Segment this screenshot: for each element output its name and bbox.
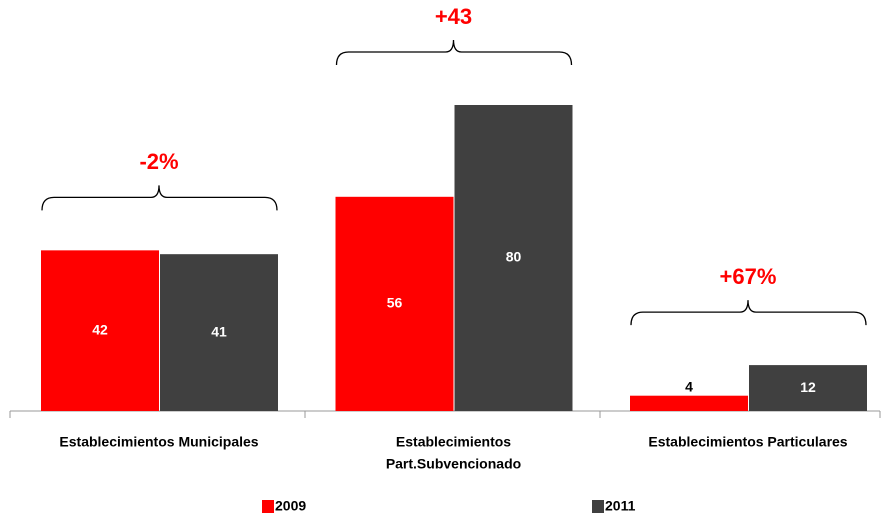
bar bbox=[749, 365, 867, 411]
annotation: +43 bbox=[435, 4, 472, 29]
bar bbox=[41, 250, 159, 411]
brace bbox=[335, 39, 573, 66]
brace bbox=[630, 300, 867, 326]
data-label: 4 bbox=[685, 378, 693, 394]
legend-swatch bbox=[592, 500, 604, 513]
data-label: 41 bbox=[211, 323, 227, 339]
legend-label: 2009 bbox=[275, 498, 306, 514]
bar bbox=[630, 395, 748, 411]
data-label: 12 bbox=[800, 379, 816, 395]
annotation: -2% bbox=[139, 149, 178, 174]
legend-label: 2011 bbox=[605, 498, 636, 514]
brace bbox=[41, 185, 278, 211]
x-tick-label: Part.Subvencionado bbox=[386, 456, 521, 472]
data-label: 42 bbox=[92, 321, 108, 337]
bar bbox=[160, 254, 278, 411]
legend-swatch bbox=[262, 500, 274, 513]
x-tick-label: Establecimientos bbox=[396, 434, 511, 450]
bar bbox=[335, 196, 454, 411]
annotation: +67% bbox=[720, 264, 777, 289]
bar bbox=[454, 105, 573, 411]
data-label: 80 bbox=[506, 249, 522, 265]
x-tick-label: Establecimientos Municipales bbox=[59, 434, 258, 450]
x-tick-label: Establecimientos Particulares bbox=[648, 434, 847, 450]
data-label: 56 bbox=[387, 295, 403, 311]
